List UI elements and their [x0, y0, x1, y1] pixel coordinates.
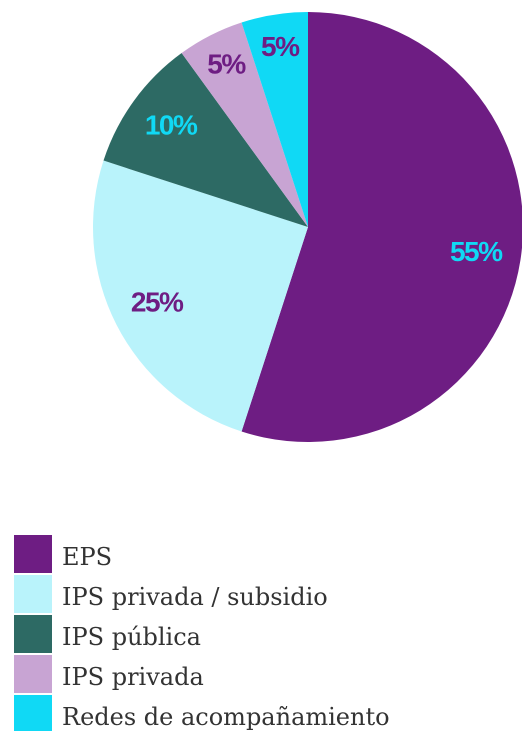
slice-label: 10%	[145, 110, 198, 141]
legend-swatch	[14, 695, 52, 731]
legend-swatch	[14, 615, 52, 653]
legend-swatch	[14, 575, 52, 613]
slice-label: 5%	[261, 31, 300, 62]
slice-label: 25%	[131, 287, 184, 318]
legend-label: IPS pública	[62, 623, 201, 651]
legend-label: Redes de acompañamiento	[62, 703, 390, 731]
legend-swatch	[14, 655, 52, 693]
pie-slice	[93, 160, 308, 432]
pie-slice	[181, 22, 308, 228]
slice-label: 5%	[207, 48, 246, 79]
legend-swatch	[14, 535, 52, 573]
legend-label: EPS	[62, 543, 112, 571]
legend-label: IPS privada / subsidio	[62, 583, 328, 611]
pie-slice	[241, 12, 522, 442]
slice-label: 55%	[450, 236, 503, 267]
pie-slice	[103, 53, 308, 228]
pie-slice	[241, 12, 308, 227]
legend-label: IPS privada	[62, 663, 204, 691]
